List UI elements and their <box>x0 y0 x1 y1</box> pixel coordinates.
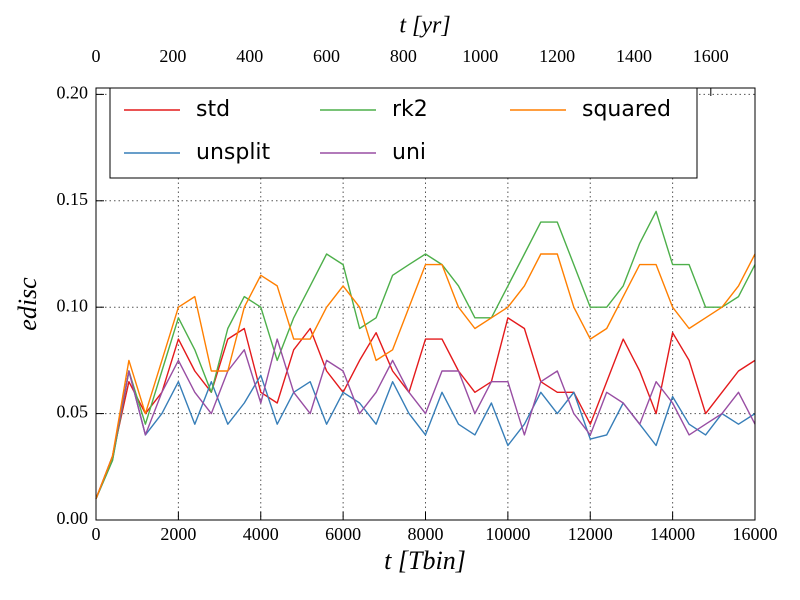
legend-box <box>109 87 698 179</box>
x2-tick-label: 1200 <box>539 46 575 66</box>
x2-tick-label: 200 <box>159 46 186 66</box>
x-tick-label: 16000 <box>733 524 778 544</box>
x-tick-label: 10000 <box>485 524 530 544</box>
series-line <box>95 370 756 499</box>
legend-label: squared <box>582 97 671 122</box>
x2-tick-label: 1000 <box>462 46 498 66</box>
legend-label: rk2 <box>392 97 428 122</box>
y-tick-label: 0.15 <box>57 189 89 209</box>
x2-axis-label: t [yr] <box>399 13 450 39</box>
legend-label: uni <box>392 140 426 165</box>
x2-tick-label: 600 <box>313 46 340 66</box>
series-line <box>95 253 756 499</box>
x2-tick-label: 800 <box>390 46 417 66</box>
x2-tick-label: 0 <box>92 46 101 66</box>
series-line <box>95 317 756 499</box>
y-axis-label: edisc <box>13 277 42 331</box>
x2-tick-label: 1600 <box>693 46 729 66</box>
x-axis-label: t [Tbin] <box>384 546 466 575</box>
legend-label: unsplit <box>196 140 271 165</box>
y-tick-label: 0.10 <box>57 295 89 315</box>
x-tick-label: 2000 <box>160 524 196 544</box>
x-tick-label: 4000 <box>243 524 279 544</box>
series-line <box>95 338 756 499</box>
x-tick-label: 14000 <box>650 524 695 544</box>
x-tick-label: 6000 <box>325 524 361 544</box>
x2-tick-label: 1400 <box>616 46 652 66</box>
series-line <box>95 210 756 499</box>
y-tick-label: 0.20 <box>57 83 89 103</box>
y-tick-label: 0.00 <box>57 508 89 528</box>
x-tick-label: 0 <box>92 524 101 544</box>
y-tick-label: 0.05 <box>57 402 89 422</box>
x2-tick-label: 400 <box>236 46 263 66</box>
x-tick-label: 8000 <box>408 524 444 544</box>
legend-label: std <box>196 97 230 122</box>
x-tick-label: 12000 <box>568 524 613 544</box>
